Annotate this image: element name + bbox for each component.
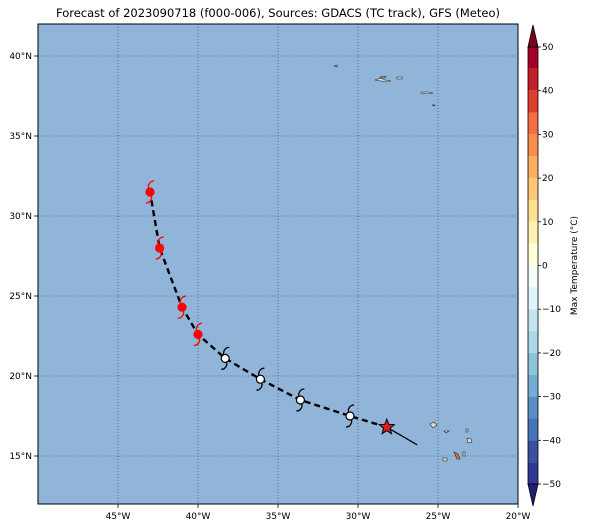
star-icon <box>377 417 396 435</box>
axis-ticks: 45°W 40°W 35°W 30°W 25°W 20°W 40°N 35°N 30°N 25°N… <box>9 52 530 522</box>
colorbar-tick-label: −30 <box>542 393 561 403</box>
colorbar-band <box>528 331 538 353</box>
lon-tick-label: 25°W <box>426 512 451 522</box>
cyclone-symbol-icon <box>145 180 155 204</box>
colorbar-extend-max-arrow <box>527 24 539 48</box>
island-outline <box>442 457 448 462</box>
colorbar-tick-label: 10 <box>542 218 554 228</box>
land-features <box>333 64 473 462</box>
colorbar-band <box>528 440 538 463</box>
cyclone-symbol-icon <box>177 295 187 319</box>
colorbar-band <box>528 374 538 397</box>
lat-tick-label: 25°N <box>9 292 32 302</box>
colorbar-band <box>528 462 538 484</box>
lon-tick-label: 30°W <box>346 512 371 522</box>
colorbar: 50 40 30 20 10 0 −10 −20 −30 −40 −50 Max Temperatur… <box>527 24 580 507</box>
colorbar-extend-min-arrow <box>527 483 539 507</box>
colorbar-band <box>528 156 538 179</box>
cyclone-symbol-icon <box>155 236 165 260</box>
map-panel[interactable]: 45°W 40°W 35°W 30°W 25°W 20°W 40°N 35°N 30°N 25°N… <box>9 23 531 522</box>
colorbar-tick-label: −40 <box>542 436 561 446</box>
lon-tick-label: 20°W <box>506 512 531 522</box>
forecast-track-line <box>148 191 388 429</box>
island-outline <box>374 77 392 83</box>
colorbar-band <box>528 90 538 113</box>
cyclone-symbol-icon <box>345 404 355 428</box>
cyclone-symbol-icon <box>193 322 203 347</box>
motion-vector-line <box>386 426 418 446</box>
cyclone-symbol-icon <box>255 367 265 391</box>
lat-tick-label: 40°N <box>9 52 32 62</box>
island-outline <box>453 451 461 460</box>
colorbar-tick-label: −50 <box>542 480 561 490</box>
lat-tick-label: 20°N <box>9 372 32 382</box>
colorbar-band <box>528 418 538 441</box>
colorbar-band <box>528 68 538 91</box>
lat-tick-label: 15°N <box>9 452 32 462</box>
colorbar-band <box>528 243 538 266</box>
colorbar-band <box>528 352 538 375</box>
colorbar-tick-label: 50 <box>542 43 554 53</box>
island-outline <box>333 64 338 68</box>
lat-tick-label: 30°N <box>9 212 32 222</box>
colorbar-tick-label: 30 <box>542 130 554 140</box>
lat-tick-label: 35°N <box>9 132 32 142</box>
island-outline <box>465 428 469 433</box>
colorbar-band <box>528 396 538 419</box>
colorbar-band <box>528 221 538 244</box>
colorbar-band <box>528 134 538 157</box>
colorbar-band <box>528 287 538 310</box>
map-title: Forecast of 2023090718 (f000-006), Sourc… <box>56 6 500 20</box>
island-outline <box>396 76 403 80</box>
lon-tick-label: 45°W <box>106 512 131 522</box>
cyclone-symbol-icon <box>295 388 305 412</box>
colorbar-band <box>528 309 538 332</box>
island-outline <box>466 437 473 444</box>
cyclone-track <box>145 180 418 446</box>
lon-tick-label: 40°W <box>186 512 211 522</box>
colorbar-band <box>528 47 538 69</box>
island-outline <box>379 75 387 79</box>
island-outline <box>462 451 466 457</box>
colorbar-tick-label: −10 <box>542 305 561 315</box>
colorbar-band <box>528 265 538 288</box>
island-outline <box>429 421 438 429</box>
colorbar-band <box>528 178 538 200</box>
colorbar-label: Max Temperature (°C) <box>570 216 580 315</box>
colorbar-band <box>528 199 538 222</box>
graticule <box>38 24 518 504</box>
island-outline <box>443 430 450 434</box>
colorbar-tick-label: 20 <box>542 174 554 184</box>
cyclone-symbol-icon <box>220 346 230 371</box>
island-outline <box>431 104 436 107</box>
colorbar-band <box>528 112 538 135</box>
colorbar-tick-label: 40 <box>542 87 554 97</box>
island-outline <box>420 91 434 95</box>
colorbar-tick-label: −20 <box>542 349 561 359</box>
colorbar-tick-label: 0 <box>542 262 548 272</box>
lon-tick-label: 35°W <box>266 512 291 522</box>
